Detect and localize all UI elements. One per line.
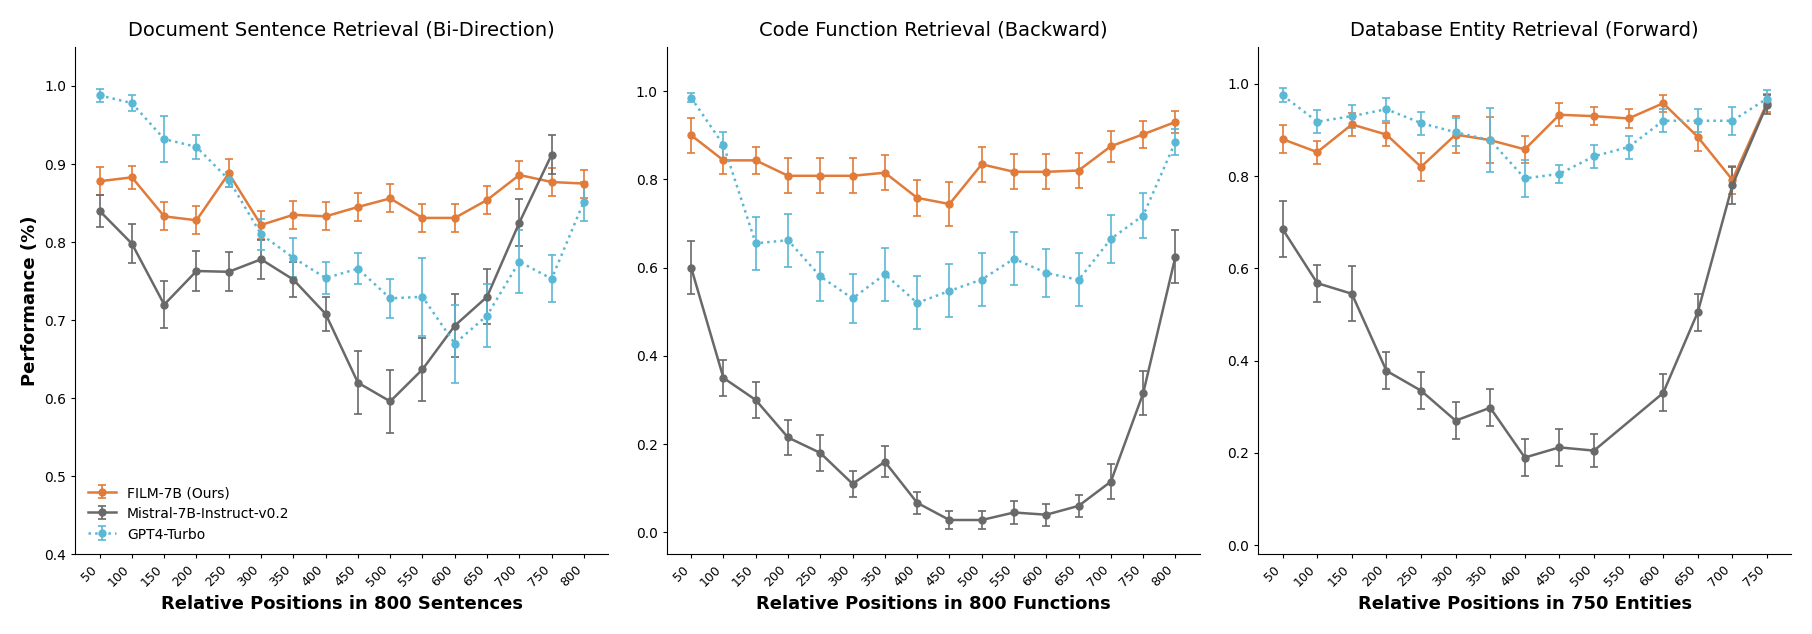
X-axis label: Relative Positions in 800 Functions: Relative Positions in 800 Functions — [756, 595, 1111, 613]
Title: Code Function Retrieval (Backward): Code Function Retrieval (Backward) — [759, 21, 1107, 40]
Legend: FILM-7B (Ours), Mistral-7B-Instruct-v0.2, GPT4-Turbo: FILM-7B (Ours), Mistral-7B-Instruct-v0.2… — [82, 481, 295, 548]
Title: Database Entity Retrieval (Forward): Database Entity Retrieval (Forward) — [1350, 21, 1700, 40]
X-axis label: Relative Positions in 750 Entities: Relative Positions in 750 Entities — [1357, 595, 1692, 613]
Y-axis label: Performance (%): Performance (%) — [20, 216, 38, 386]
X-axis label: Relative Positions in 800 Sentences: Relative Positions in 800 Sentences — [161, 595, 524, 613]
Title: Document Sentence Retrieval (Bi-Direction): Document Sentence Retrieval (Bi-Directio… — [129, 21, 554, 40]
